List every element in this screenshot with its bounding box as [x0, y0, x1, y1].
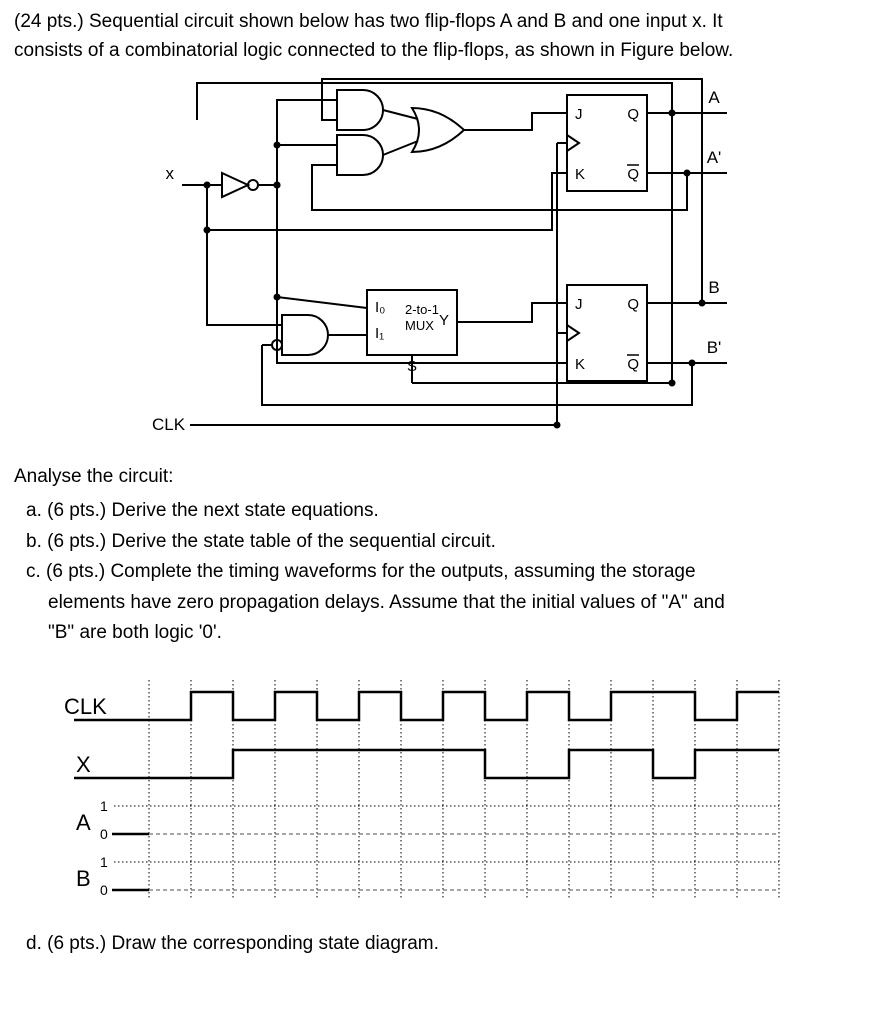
svg-text:B: B [76, 866, 91, 891]
svg-text:B': B' [706, 338, 721, 357]
part-d: d. (6 pts.) Draw the corresponding state… [14, 930, 859, 959]
circuit-diagram: xJKQQAA'I₀I₁YS2-to-1MUXJKQQBB'CLK [112, 75, 762, 455]
part-c-l2: elements have zero propagation delays. A… [14, 589, 859, 618]
part-b: b. (6 pts.) Derive the state table of th… [14, 528, 859, 557]
svg-text:I₁: I₁ [375, 325, 384, 342]
svg-text:1: 1 [100, 854, 108, 870]
svg-text:A': A' [706, 148, 721, 167]
svg-text:0: 0 [100, 826, 108, 842]
svg-text:x: x [165, 164, 174, 183]
svg-text:Q: Q [627, 356, 639, 373]
subparts: a. (6 pts.) Derive the next state equati… [14, 497, 859, 648]
circuit-svg: xJKQQAA'I₀I₁YS2-to-1MUXJKQQBB'CLK [112, 75, 762, 445]
svg-text:Q: Q [627, 106, 639, 123]
svg-text:K: K [575, 356, 585, 373]
part-c-l3: "B" are both logic '0'. [14, 619, 859, 648]
svg-text:J: J [575, 106, 583, 123]
timing-diagram: CLKXAB1010 [54, 662, 784, 917]
prompt-line1: (24 pts.) Sequential circuit shown below… [14, 11, 723, 32]
part-c-l1: c. (6 pts.) Complete the timing waveform… [14, 558, 859, 587]
svg-text:CLK: CLK [152, 415, 186, 434]
svg-text:X: X [76, 752, 91, 777]
svg-text:1: 1 [100, 798, 108, 814]
svg-text:MUX: MUX [405, 318, 434, 333]
svg-text:A: A [708, 88, 720, 107]
timing-svg: CLKXAB1010 [54, 662, 784, 907]
svg-text:A: A [76, 810, 91, 835]
question-prompt: (24 pts.) Sequential circuit shown below… [14, 8, 859, 65]
part-a: a. (6 pts.) Derive the next state equati… [14, 497, 859, 526]
svg-text:J: J [575, 296, 583, 313]
prompt-line2: consists of a combinatorial logic connec… [14, 40, 733, 61]
svg-text:Y: Y [438, 312, 448, 329]
svg-text:CLK: CLK [64, 694, 107, 719]
svg-text:Q: Q [627, 166, 639, 183]
svg-text:I₀: I₀ [375, 299, 385, 316]
svg-text:0: 0 [100, 882, 108, 898]
svg-text:K: K [575, 166, 585, 183]
analyse-heading: Analyse the circuit: [14, 463, 859, 492]
svg-text:2-to-1: 2-to-1 [405, 302, 439, 317]
svg-text:B: B [708, 278, 719, 297]
svg-text:Q: Q [627, 296, 639, 313]
